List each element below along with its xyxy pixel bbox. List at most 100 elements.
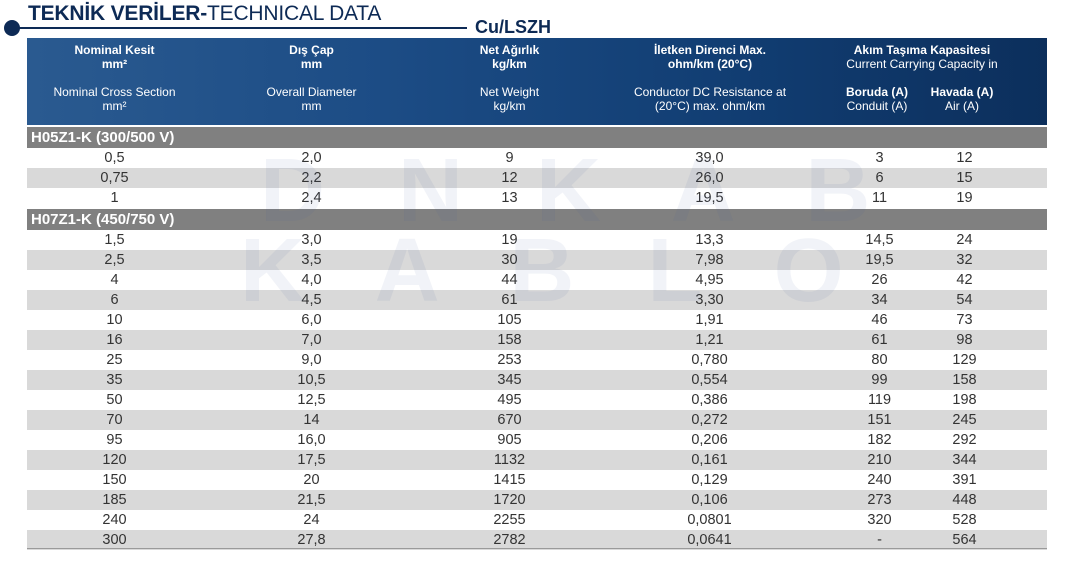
cell-weight: 19 [501,232,518,248]
header-overall-diameter-tr-unit: mm [300,57,323,71]
cell-weight: 158 [497,332,522,348]
cell-diameter: 7,0 [301,332,322,348]
header-air-en: Air (A) [945,99,979,113]
cell-diameter: 2,4 [301,190,322,206]
cell-weight: 12 [501,170,518,186]
title-bar: TEKNİK VERİLER-TECHNICAL DATA Cu/LSZH [0,0,1073,38]
cell-diameter: 24 [303,512,320,528]
cell-air-capacity: 42 [956,272,973,288]
cell-weight: 9 [505,150,514,166]
cell-conduit-capacity: 320 [867,512,892,528]
cell-resistance: 0,386 [691,392,728,408]
table-row: 16 7,0 158 1,21 61 98 [27,330,1047,350]
header-conductor-resistance-tr-unit: ohm/km (20°C) [667,57,753,71]
cell-weight: 1720 [493,492,526,508]
cell-air-capacity: 344 [952,452,977,468]
cell-weight: 2255 [493,512,526,528]
cell-resistance: 0,161 [691,452,728,468]
cell-air-capacity: 528 [952,512,977,528]
cell-resistance: 0,272 [691,412,728,428]
cell-weight: 670 [497,412,522,428]
cell-diameter: 3,0 [301,232,322,248]
cell-weight: 44 [501,272,518,288]
cell-air-capacity: 245 [952,412,977,428]
table-row: 50 12,5 495 0,386 119 198 [27,390,1047,410]
cell-diameter: 21,5 [297,492,326,508]
cell-cross-section: 240 [102,512,127,528]
table-row: 1,5 3,0 19 13,3 14,5 24 [27,230,1047,250]
table-row: 2,5 3,5 30 7,98 19,5 32 [27,250,1047,270]
header-conductor-resistance-en: Conductor DC Resistance at [633,85,787,99]
cell-conduit-capacity: 80 [871,352,888,368]
cell-cross-section: 0,5 [104,150,125,166]
cell-diameter: 2,0 [301,150,322,166]
cell-cross-section: 16 [106,332,123,348]
table-row: 150 20 1415 0,129 240 391 [27,470,1047,490]
page-title: TEKNİK VERİLER-TECHNICAL DATA [28,2,381,26]
cell-air-capacity: 73 [956,312,973,328]
cell-resistance: 1,21 [695,332,724,348]
table-row: 35 10,5 345 0,554 99 158 [27,370,1047,390]
header-conduit-en: Conduit (A) [846,99,908,113]
cell-conduit-capacity: 210 [867,452,892,468]
cell-air-capacity: 564 [952,532,977,548]
cell-conduit-capacity: 14,5 [865,232,894,248]
header-conduit-tr: Boruda (A) [846,85,908,99]
header-air-tr: Havada (A) [930,85,994,99]
header-overall-diameter-en: Overall Diameter [266,85,357,99]
cell-air-capacity: 19 [956,190,973,206]
cell-weight: 1415 [493,472,526,488]
cell-conduit-capacity: - [877,532,882,548]
table-row: 120 17,5 1132 0,161 210 344 [27,450,1047,470]
header-nominal-section-tr: Nominal Kesit [74,43,155,57]
table-row: 4 4,0 44 4,95 26 42 [27,270,1047,290]
cell-diameter: 3,5 [301,252,322,268]
title-underline [12,27,467,29]
table-row: 25 9,0 253 0,780 80 129 [27,350,1047,370]
header-nominal-section: Nominal Kesit mm² Nominal Cross Section mm… [27,38,202,125]
cell-weight: 2782 [493,532,526,548]
cell-resistance: 0,129 [691,472,728,488]
cell-weight: 253 [497,352,522,368]
cell-air-capacity: 32 [956,252,973,268]
table-row: 95 16,0 905 0,206 182 292 [27,430,1047,450]
page-title-turkish: TEKNİK VERİLER- [28,2,208,25]
cell-cross-section: 1,5 [104,232,125,248]
cell-conduit-capacity: 6 [875,170,884,186]
table-row: 70 14 670 0,272 151 245 [27,410,1047,430]
cell-weight: 105 [497,312,522,328]
cell-air-capacity: 98 [956,332,973,348]
cell-cross-section: 2,5 [104,252,125,268]
table-bottom-border [27,548,1047,549]
cell-diameter: 4,5 [301,292,322,308]
header-conduit: Boruda (A) Conduit (A) [832,85,922,113]
cell-resistance: 7,98 [695,252,724,268]
table-row: 10 6,0 105 1,91 46 73 [27,310,1047,330]
table-row: 240 24 2255 0,0801 320 528 [27,510,1047,530]
table-row: 0,75 2,2 12 26,0 6 15 [27,168,1047,188]
material-subtitle: Cu/LSZH [475,17,551,37]
cell-resistance: 0,106 [691,492,728,508]
table-row: 1 2,4 13 19,5 11 19 [27,188,1047,208]
cell-cross-section: 25 [106,352,123,368]
cell-resistance: 0,780 [691,352,728,368]
section-header: H05Z1-K (300/500 V) [27,127,1047,148]
cell-air-capacity: 391 [952,472,977,488]
cell-resistance: 0,554 [691,372,728,388]
cell-weight: 1132 [493,452,526,468]
header-overall-diameter-tr: Dış Çap [289,43,334,57]
cell-air-capacity: 198 [952,392,977,408]
cell-diameter: 16,0 [297,432,326,448]
cell-resistance: 26,0 [695,170,724,186]
cell-conduit-capacity: 61 [871,332,888,348]
cell-diameter: 14 [303,412,320,428]
table-row: 185 21,5 1720 0,106 273 448 [27,490,1047,510]
header-nominal-section-tr-unit: mm² [101,57,128,71]
table-row: 0,5 2,0 9 39,0 3 12 [27,148,1047,168]
header-net-weight-en-unit: kg/km [493,99,526,113]
cell-air-capacity: 448 [952,492,977,508]
page-title-english: TECHNICAL DATA [207,2,382,25]
cell-weight: 345 [497,372,522,388]
cell-air-capacity: 129 [952,352,977,368]
cell-resistance: 0,0641 [687,532,732,548]
